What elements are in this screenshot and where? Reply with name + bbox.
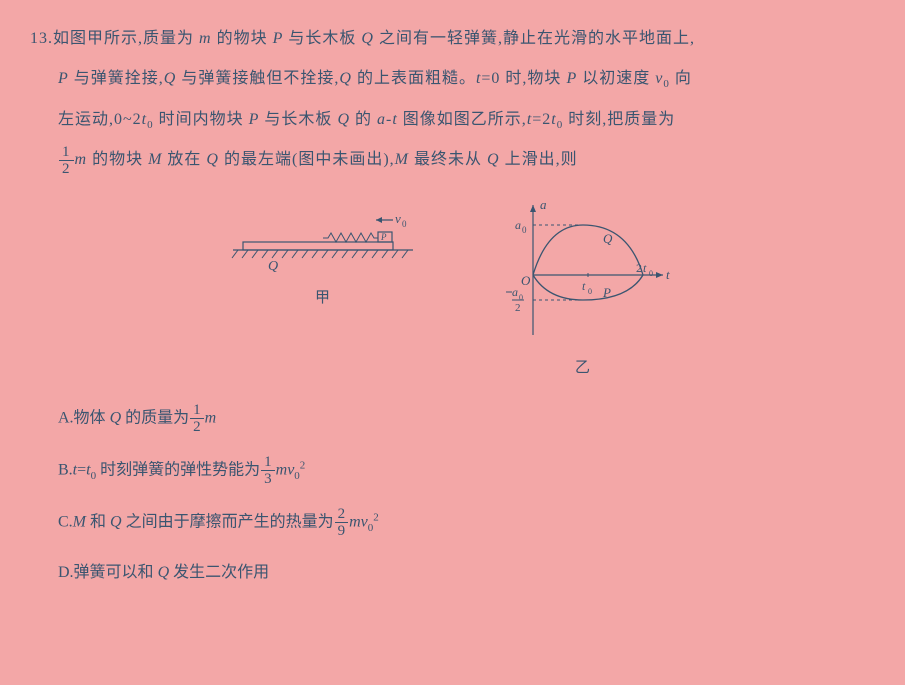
options-list: A.物体 Q 的质量为12m B.t=t0 时刻弹簧的弹性势能为13mv02 C… <box>30 402 875 582</box>
svg-text:0: 0 <box>522 225 527 235</box>
graph-yi-svg: a t O a 0 a 0 2 t 0 2 t 0 <box>488 195 678 345</box>
q-label: Q <box>268 259 278 274</box>
svg-text:0: 0 <box>588 287 592 296</box>
p-label: P <box>380 232 387 242</box>
svg-text:0: 0 <box>519 293 523 302</box>
option-b: B.t=t0 时刻弹簧的弹性势能为13mv02 <box>58 454 875 488</box>
svg-text:v: v <box>395 211 401 226</box>
svg-text:a: a <box>512 285 518 299</box>
option-c: C.M 和 Q 之间由于摩擦而产生的热量为29mv02 <box>58 506 875 540</box>
figure-yi-label: 乙 <box>488 356 678 377</box>
svg-text:2: 2 <box>515 302 521 314</box>
svg-text:t: t <box>643 261 647 275</box>
q-line-2: P 与弹簧拴接,Q 与弹簧接触但不拴接,Q 的上表面粗糙。t=0 时,物块 P … <box>30 60 875 98</box>
figure-jia: P v 0 Q 甲 <box>228 195 418 377</box>
svg-text:O: O <box>521 273 531 288</box>
svg-text:P: P <box>602 285 611 300</box>
svg-text:a: a <box>515 218 521 232</box>
q-line-1: 如图甲所示,质量为 m 的物块 P 与长木板 Q 之间有一轻弹簧,静止在光滑的水… <box>53 30 695 47</box>
figure-jia-label: 甲 <box>228 286 418 307</box>
svg-text:0: 0 <box>402 219 407 229</box>
svg-text:t: t <box>582 279 586 293</box>
question-number: 13. <box>30 30 53 47</box>
svg-text:a: a <box>540 197 547 212</box>
figure-yi: a t O a 0 a 0 2 t 0 2 t 0 <box>488 195 678 377</box>
diagram-jia-svg: P v 0 Q <box>228 195 418 275</box>
option-d: D.弹簧可以和 Q 发生二次作用 <box>58 558 875 582</box>
figures-row: P v 0 Q 甲 a t O a 0 a 0 <box>30 195 875 377</box>
svg-text:t: t <box>666 267 670 282</box>
svg-text:Q: Q <box>603 231 613 246</box>
question-text: 13.如图甲所示,质量为 m 的物块 P 与长木板 Q 之间有一轻弹簧,静止在光… <box>30 20 875 180</box>
q-line-4: 12m 的物块 M 放在 Q 的最左端(图中未画出),M 最终未从 Q 上滑出,… <box>30 141 875 179</box>
svg-text:0: 0 <box>649 269 653 278</box>
option-a: A.物体 Q 的质量为12m <box>58 402 875 436</box>
q-line-3: 左运动,0~2t0 时间内物块 P 与长木板 Q 的 a-t 图像如图乙所示,t… <box>30 101 875 139</box>
